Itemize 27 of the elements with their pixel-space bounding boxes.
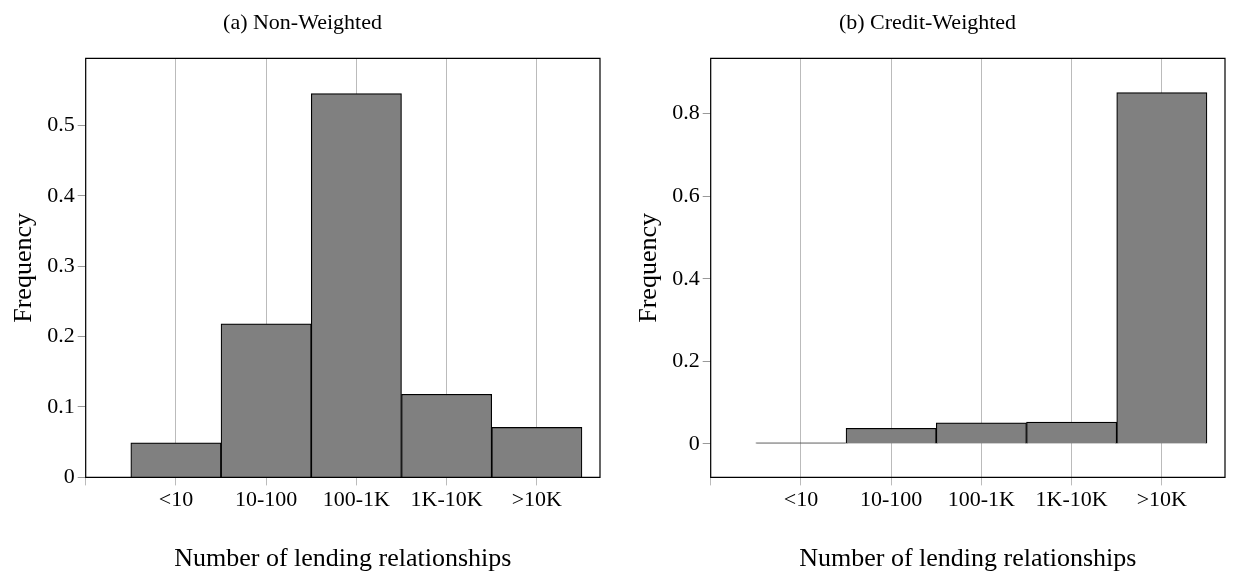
y-axis-title: Frequency bbox=[633, 213, 663, 323]
x-tick-label: >10K bbox=[511, 486, 563, 512]
x-tick-label: <10 bbox=[783, 486, 819, 512]
x-tick-label: >10K bbox=[1136, 486, 1188, 512]
y-tick-label: 0.4 bbox=[47, 181, 75, 207]
y-axis-title: Frequency bbox=[8, 213, 38, 323]
x-tick-label: 100-1K bbox=[947, 486, 1016, 512]
y-tick-label: 0.2 bbox=[672, 347, 700, 373]
y-tick-label: 0.1 bbox=[47, 392, 75, 418]
x-tick-label: 10-100 bbox=[859, 486, 923, 512]
y-tick-label: 0.5 bbox=[47, 111, 75, 137]
x-tick-label: 100-1K bbox=[322, 486, 391, 512]
y-tick-label: 0.8 bbox=[672, 99, 700, 125]
x-tick-label: 1K-10K bbox=[410, 486, 483, 512]
x-tick-label: 10-100 bbox=[234, 486, 298, 512]
y-tick-label: 0.4 bbox=[672, 264, 700, 290]
y-tick-label: 0 bbox=[688, 429, 700, 455]
x-axis-title: Number of lending relationships bbox=[174, 543, 512, 573]
y-tick-label: 0.6 bbox=[672, 182, 700, 208]
y-tick-label: 0.2 bbox=[47, 322, 75, 348]
y-tick-label: 0.3 bbox=[47, 251, 75, 277]
chart-title: (a) Non-Weighted bbox=[223, 8, 382, 34]
x-tick-label: <10 bbox=[158, 486, 194, 512]
x-tick-label: 1K-10K bbox=[1035, 486, 1108, 512]
y-tick-label: 0 bbox=[63, 463, 75, 489]
x-axis-title: Number of lending relationships bbox=[799, 543, 1137, 573]
chart-title: (b) Credit-Weighted bbox=[838, 8, 1017, 34]
